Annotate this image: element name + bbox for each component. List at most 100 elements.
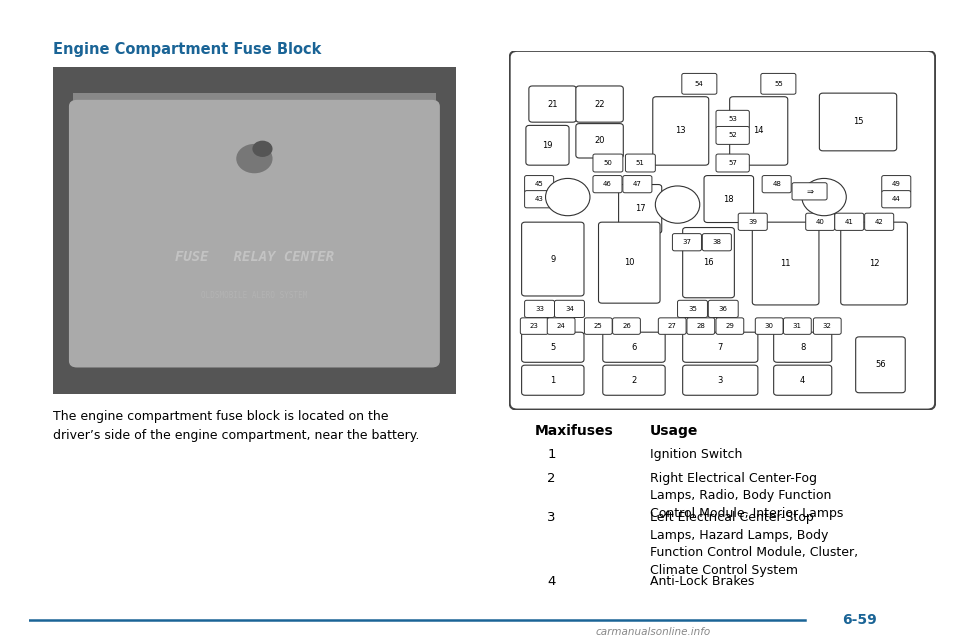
FancyBboxPatch shape (521, 332, 584, 362)
FancyBboxPatch shape (820, 93, 897, 151)
Text: 4: 4 (800, 376, 805, 385)
FancyBboxPatch shape (682, 74, 717, 94)
Text: Right Electrical Center-Fog
Lamps, Radio, Body Function
Control Module, Interior: Right Electrical Center-Fog Lamps, Radio… (650, 472, 843, 520)
FancyBboxPatch shape (510, 51, 935, 410)
Text: 23: 23 (530, 323, 539, 329)
FancyBboxPatch shape (687, 318, 714, 334)
FancyBboxPatch shape (762, 175, 791, 193)
Text: 48: 48 (772, 181, 781, 187)
Text: 8: 8 (800, 343, 805, 352)
Text: 10: 10 (624, 258, 635, 267)
FancyBboxPatch shape (835, 213, 864, 230)
Text: 46: 46 (603, 181, 612, 187)
FancyBboxPatch shape (672, 234, 702, 251)
Text: 5: 5 (550, 343, 556, 352)
FancyBboxPatch shape (716, 110, 750, 128)
Text: Left Electrical Center-Stop
Lamps, Hazard Lamps, Body
Function Control Module, C: Left Electrical Center-Stop Lamps, Hazar… (650, 511, 858, 577)
FancyBboxPatch shape (618, 184, 661, 233)
FancyBboxPatch shape (881, 175, 911, 193)
Text: OLDSMOBILE ALERO SYSTEM: OLDSMOBILE ALERO SYSTEM (202, 291, 307, 300)
FancyBboxPatch shape (576, 86, 623, 122)
Circle shape (656, 186, 700, 223)
FancyBboxPatch shape (792, 183, 828, 200)
Text: 36: 36 (719, 306, 728, 312)
FancyBboxPatch shape (524, 191, 554, 208)
Text: 24: 24 (557, 323, 565, 329)
Text: 29: 29 (726, 323, 734, 329)
Text: FUSE   RELAY CENTER: FUSE RELAY CENTER (175, 250, 334, 264)
Text: ⇒: ⇒ (806, 187, 813, 196)
Text: 51: 51 (636, 160, 645, 166)
FancyBboxPatch shape (593, 175, 622, 193)
FancyBboxPatch shape (774, 365, 831, 396)
Text: 35: 35 (688, 306, 697, 312)
Text: 38: 38 (712, 239, 721, 245)
Circle shape (252, 141, 273, 157)
Text: 13: 13 (676, 127, 686, 136)
FancyBboxPatch shape (53, 67, 73, 394)
Circle shape (545, 179, 590, 216)
Text: Maxifuses: Maxifuses (535, 424, 613, 438)
Text: 53: 53 (729, 116, 737, 122)
FancyBboxPatch shape (813, 318, 841, 334)
FancyBboxPatch shape (704, 175, 754, 223)
Text: 30: 30 (765, 323, 774, 329)
FancyBboxPatch shape (730, 97, 788, 165)
FancyBboxPatch shape (881, 191, 911, 208)
FancyBboxPatch shape (805, 213, 835, 230)
Text: 2: 2 (547, 472, 556, 484)
FancyBboxPatch shape (593, 154, 623, 172)
FancyBboxPatch shape (603, 332, 665, 362)
Text: 39: 39 (748, 219, 757, 225)
Text: 25: 25 (594, 323, 603, 329)
Text: 9: 9 (550, 255, 556, 264)
FancyBboxPatch shape (529, 86, 576, 122)
Text: 27: 27 (668, 323, 677, 329)
Text: 18: 18 (724, 195, 734, 204)
Text: 2: 2 (632, 376, 636, 385)
Text: 7: 7 (717, 343, 723, 352)
FancyBboxPatch shape (653, 97, 708, 165)
Text: 1: 1 (547, 448, 556, 461)
FancyBboxPatch shape (521, 365, 584, 396)
FancyBboxPatch shape (521, 222, 584, 296)
Text: 40: 40 (816, 219, 825, 225)
Text: Engine Compartment Fuse Block: Engine Compartment Fuse Block (53, 42, 322, 56)
Text: 31: 31 (793, 323, 802, 329)
FancyBboxPatch shape (585, 318, 612, 334)
FancyBboxPatch shape (716, 154, 750, 172)
Circle shape (236, 144, 273, 173)
FancyBboxPatch shape (703, 234, 732, 251)
FancyBboxPatch shape (598, 222, 660, 303)
FancyBboxPatch shape (53, 67, 456, 394)
Text: 20: 20 (594, 136, 605, 145)
FancyBboxPatch shape (774, 332, 831, 362)
FancyBboxPatch shape (69, 100, 440, 367)
Text: Ignition Switch: Ignition Switch (650, 448, 742, 461)
Text: 6-59: 6-59 (842, 612, 876, 627)
FancyBboxPatch shape (623, 175, 652, 193)
FancyBboxPatch shape (708, 300, 738, 317)
Text: 45: 45 (535, 181, 543, 187)
Text: 4: 4 (547, 575, 556, 588)
FancyBboxPatch shape (683, 228, 734, 298)
Text: carmanualsonline.info: carmanualsonline.info (595, 627, 710, 637)
FancyBboxPatch shape (659, 318, 686, 334)
Text: 32: 32 (823, 323, 831, 329)
FancyBboxPatch shape (855, 337, 905, 393)
FancyBboxPatch shape (783, 318, 811, 334)
Text: 3: 3 (717, 376, 723, 385)
FancyBboxPatch shape (526, 125, 569, 165)
FancyBboxPatch shape (612, 318, 640, 334)
Text: Anti-Lock Brakes: Anti-Lock Brakes (650, 575, 755, 588)
FancyBboxPatch shape (678, 300, 708, 317)
FancyBboxPatch shape (53, 67, 456, 93)
Text: 49: 49 (892, 181, 900, 187)
FancyBboxPatch shape (603, 365, 665, 396)
FancyBboxPatch shape (547, 318, 575, 334)
Text: 11: 11 (780, 259, 791, 268)
Text: 47: 47 (633, 181, 642, 187)
Text: 15: 15 (852, 118, 863, 127)
Text: 57: 57 (729, 160, 737, 166)
Text: The engine compartment fuse block is located on the
driver’s side of the engine : The engine compartment fuse block is loc… (53, 410, 420, 442)
